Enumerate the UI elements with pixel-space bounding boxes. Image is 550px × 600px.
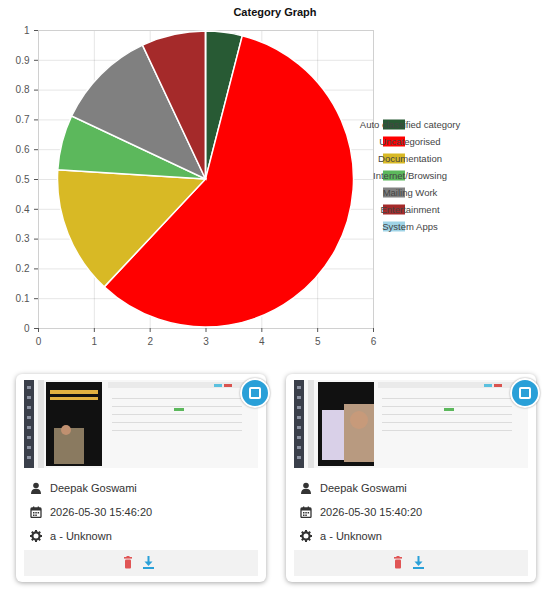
svg-text:0.9: 0.9 — [16, 55, 30, 66]
svg-text:Mailing Work: Mailing Work — [383, 187, 438, 198]
svg-text:0.6: 0.6 — [16, 144, 30, 155]
svg-text:1: 1 — [92, 336, 98, 347]
html-text:Deepak Goswami: Deepak Goswami — [320, 482, 407, 494]
svg-text:0.8: 0.8 — [16, 84, 30, 95]
svg-text:4: 4 — [259, 336, 265, 347]
svg-text:0.7: 0.7 — [16, 114, 30, 125]
html-text:Category Graph: Category Graph — [233, 6, 317, 18]
html-text:a - Unknown: a - Unknown — [50, 530, 112, 542]
svg-text:5: 5 — [315, 336, 321, 347]
svg-text:Auto classified category: Auto classified category — [360, 119, 461, 130]
svg-text:Documentation: Documentation — [378, 153, 442, 164]
svg-text:0.2: 0.2 — [16, 263, 30, 274]
svg-text:0: 0 — [36, 336, 42, 347]
html-text:a - Unknown: a - Unknown — [320, 530, 382, 542]
svg-text:0.5: 0.5 — [16, 174, 30, 185]
html-text:2026-05-30 15:40:20: 2026-05-30 15:40:20 — [320, 506, 423, 518]
svg-text:3: 3 — [203, 336, 209, 347]
html-text:Deepak Goswami: Deepak Goswami — [50, 482, 137, 494]
svg-text:0: 0 — [24, 323, 30, 334]
svg-text:1: 1 — [24, 25, 30, 36]
svg-text:Internet/Browsing: Internet/Browsing — [373, 170, 447, 181]
svg-text:0.1: 0.1 — [16, 293, 30, 304]
html-text:2026-05-30 15:46:20: 2026-05-30 15:46:20 — [50, 506, 153, 518]
svg-text:Entertainment: Entertainment — [380, 204, 440, 215]
svg-text:2: 2 — [147, 336, 153, 347]
svg-text:0.4: 0.4 — [16, 204, 30, 215]
svg-text:Uncategorised: Uncategorised — [379, 136, 440, 147]
svg-text:0.3: 0.3 — [16, 233, 30, 244]
svg-text:System Apps: System Apps — [382, 221, 438, 232]
svg-text:6: 6 — [371, 336, 377, 347]
